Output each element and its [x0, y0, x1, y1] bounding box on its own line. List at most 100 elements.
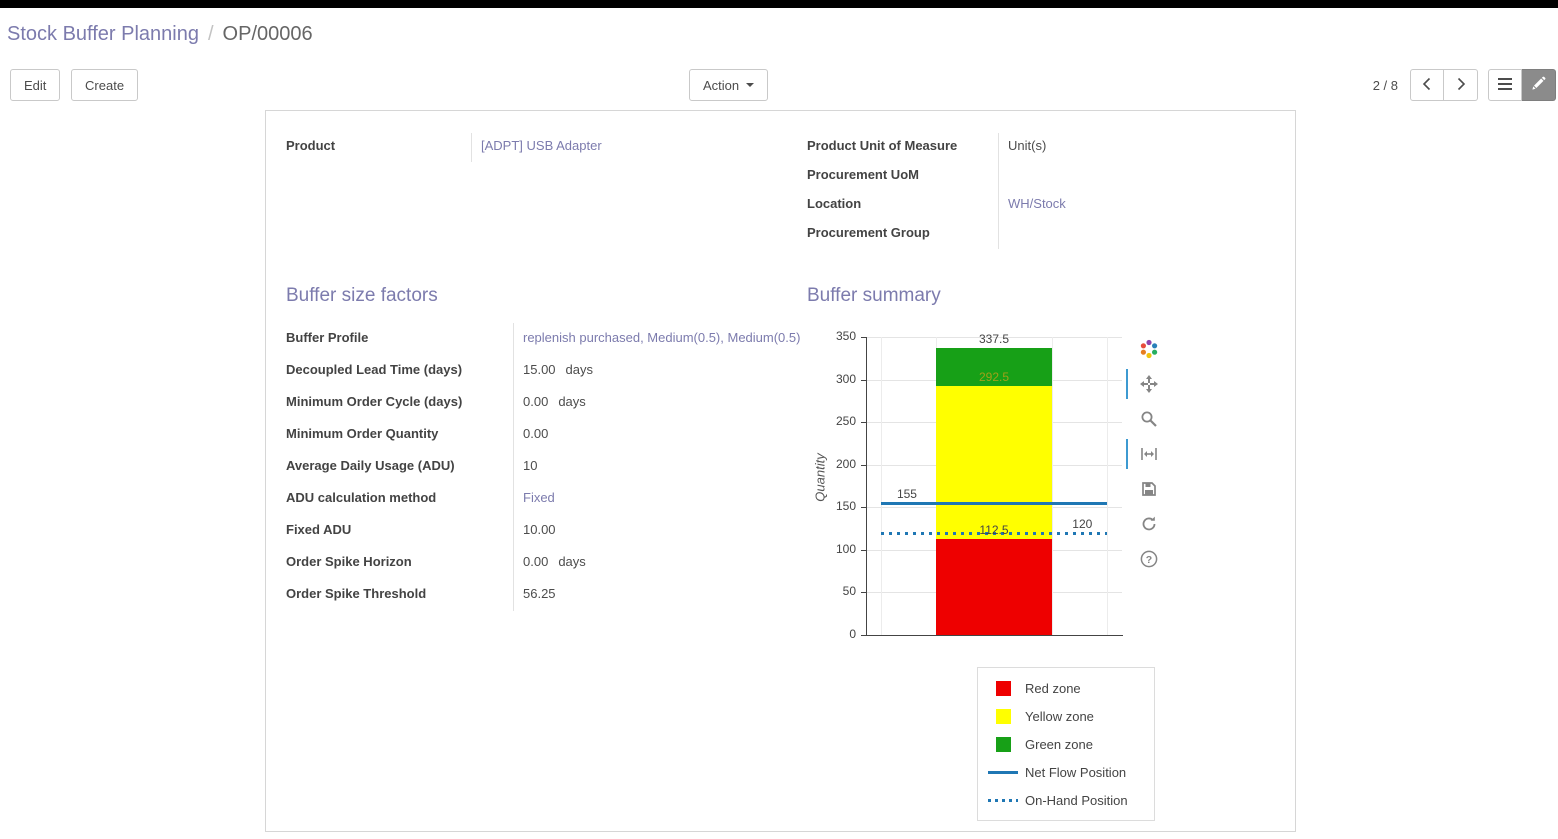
section-title-buffer-size-factors: Buffer size factors [286, 285, 438, 306]
form-edit-icon [1531, 76, 1546, 94]
x-gridline [1107, 337, 1109, 635]
x-gridline [1052, 337, 1054, 635]
field-value: [ADPT] USB Adapter [471, 133, 807, 162]
field-row: Buffer Profile replenish purchased, Mediu… [286, 323, 807, 355]
field-label: Minimum Order Quantity [286, 426, 439, 441]
chevron-left-icon [1420, 76, 1434, 95]
red-zone-bar[interactable] [935, 539, 1053, 635]
field-value-link[interactable]: WH/Stock [1008, 196, 1066, 211]
field-label: Decoupled Lead Time (days) [286, 362, 463, 377]
field-label: Average Daily Usage (ADU) [286, 458, 455, 473]
legend-item[interactable]: Red zone [988, 674, 1144, 702]
net-flow-position-line[interactable] [880, 502, 1108, 505]
zoom-icon[interactable] [1139, 409, 1159, 429]
field-row: Order Spike Threshold 56.25 [286, 579, 807, 611]
legend-item[interactable]: Green zone [988, 730, 1144, 758]
pager-value: 2 / 8 [1372, 77, 1398, 93]
y-axis-tick [861, 507, 866, 509]
yellow-zone-swatch [995, 708, 1011, 724]
chart-annotation-112.5: 112.5 [979, 523, 1009, 538]
y-axis-tick [861, 549, 866, 551]
y-axis-line [866, 337, 867, 635]
chart-annotation-120: 120 [1072, 516, 1093, 531]
view-switcher [1488, 69, 1556, 101]
y-tick-label: 350 [835, 329, 856, 343]
help-icon[interactable]: ? [1139, 549, 1159, 569]
pager-next-button[interactable] [1444, 69, 1478, 101]
breadcrumb: Stock Buffer Planning / OP/00006 [0, 8, 1558, 60]
net-flow-position-swatch [988, 770, 1018, 774]
field-row: Procurement Group [807, 220, 1285, 249]
y-tick-label: 200 [835, 456, 856, 471]
field-row: ADU calculation method Fixed [286, 483, 807, 515]
yellow-zone-bar[interactable] [935, 385, 1053, 540]
edit-button[interactable]: Edit [10, 69, 61, 101]
reset-icon[interactable] [1139, 514, 1159, 534]
legend-item[interactable]: Net Flow Position [988, 758, 1144, 786]
y-tick-label: 300 [835, 371, 856, 386]
legend-swatch-box [988, 680, 1018, 696]
field-value-link[interactable]: Fixed [523, 490, 555, 505]
pan-icon[interactable] [1126, 369, 1159, 399]
buffer-summary-section: Buffer summary Quantity [807, 285, 1285, 821]
legend-swatch-box [988, 708, 1018, 724]
right-field-group: Product Unit of Measure Unit(s) Procuremen… [807, 133, 1285, 249]
product-link[interactable]: [ADPT] USB Adapter [481, 138, 602, 153]
y-tick-label: 0 [849, 627, 856, 641]
field-value-text: 0.00 [523, 554, 549, 569]
field-value-text: Unit(s) [1008, 138, 1047, 153]
field-value: 0.00 days [513, 547, 807, 579]
caret-down-icon [746, 83, 755, 87]
pager-previous-button[interactable] [1410, 69, 1444, 101]
field-value: Fixed [513, 483, 807, 515]
list-view-button[interactable] [1488, 69, 1522, 101]
create-button[interactable]: Create [71, 69, 139, 101]
control-panel: Edit Create Action 2 / 8 [0, 60, 1558, 110]
chart-annotation-337.5: 337.5 [978, 331, 1010, 346]
field-value-link[interactable]: replenish purchased, Medium(0.5), Medium… [523, 330, 801, 345]
chart-legend: Red zone Yellow zone Green zone Net Flow Po… [977, 667, 1155, 821]
save-icon[interactable] [1139, 479, 1159, 499]
x-axis-line [866, 635, 1123, 636]
form-view-button[interactable] [1522, 69, 1556, 101]
field-uom-suffix: days [558, 554, 586, 569]
legend-item[interactable]: Yellow zone [988, 702, 1144, 730]
field-value: replenish purchased, Medium(0.5), Medium… [513, 323, 807, 355]
y-axis-tick [861, 635, 866, 636]
field-value: 56.25 [513, 579, 807, 611]
field-row: Order Spike Horizon 0.00 days [286, 547, 807, 579]
legend-swatch-box [988, 798, 1018, 802]
breadcrumb-parent-link[interactable]: Stock Buffer Planning [7, 23, 199, 45]
field-label: Procurement Group [807, 225, 930, 240]
green-zone-bar[interactable] [935, 347, 1053, 386]
buffer-chart: Quantity [807, 323, 1158, 645]
y-tick-label: 100 [835, 541, 856, 556]
legend-label: Green zone [1025, 736, 1093, 752]
field-label: Fixed ADU [286, 522, 352, 537]
legend-label: Net Flow Position [1025, 764, 1127, 780]
autoscale-icon[interactable] [1126, 439, 1159, 469]
legend-swatch-box [988, 770, 1018, 774]
field-label: Procurement UoM [807, 167, 919, 182]
list-view-icon [1497, 77, 1513, 94]
field-row: Product Unit of Measure Unit(s) [807, 133, 1285, 162]
field-value: Unit(s) [998, 133, 1285, 162]
legend-item[interactable]: On-Hand Position [988, 786, 1144, 814]
buffer-size-factors-section: Buffer size factors Buffer Profile replen… [286, 285, 807, 821]
field-value: 15.00 days [513, 355, 807, 387]
buffer-sections: Buffer size factors Buffer Profile replen… [286, 285, 1285, 821]
field-value: WH/Stock [998, 191, 1285, 220]
section-title-buffer-summary: Buffer summary [807, 285, 941, 306]
on-hand-position-line[interactable] [880, 531, 1108, 535]
y-axis-tick [861, 337, 866, 338]
field-label: Location [807, 196, 862, 211]
field-label: Minimum Order Cycle (days) [286, 394, 463, 409]
plotly-logo-icon[interactable] [1139, 339, 1159, 359]
x-gridline [880, 337, 882, 635]
action-label: Action [703, 77, 740, 93]
red-zone-swatch [995, 680, 1011, 696]
action-dropdown-button[interactable]: Action [689, 69, 769, 101]
y-axis-tick [861, 422, 866, 424]
y-tick-label: 50 [842, 584, 856, 599]
field-row: Procurement UoM [807, 162, 1285, 191]
